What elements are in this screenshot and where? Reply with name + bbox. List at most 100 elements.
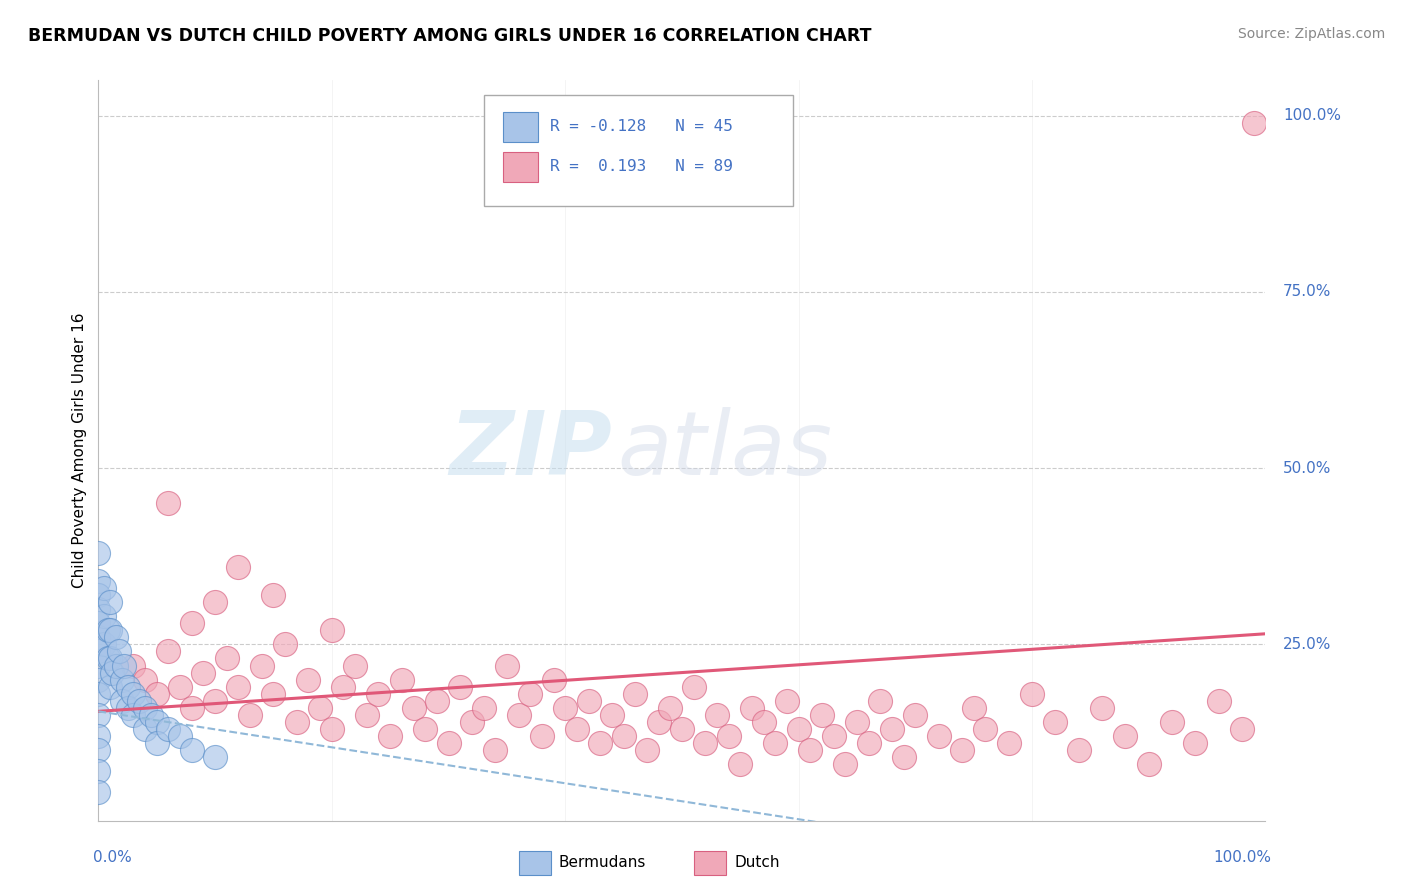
Point	[157, 496, 180, 510]
Point	[823, 729, 845, 743]
Point	[332, 680, 354, 694]
Point	[962, 701, 984, 715]
Point	[87, 616, 110, 631]
Point	[367, 687, 389, 701]
Text: 50.0%: 50.0%	[1282, 460, 1331, 475]
Point	[169, 729, 191, 743]
Point	[869, 694, 891, 708]
Point	[98, 624, 121, 638]
Point	[101, 665, 124, 680]
Point	[111, 694, 134, 708]
Text: 0.0%: 0.0%	[93, 850, 131, 865]
Point	[682, 680, 704, 694]
Point	[554, 701, 576, 715]
Point	[904, 707, 927, 722]
Text: 25.0%: 25.0%	[1282, 637, 1331, 652]
Point	[87, 546, 110, 560]
Point	[1161, 714, 1184, 729]
Point	[928, 729, 950, 743]
Point	[763, 736, 786, 750]
Point	[636, 743, 658, 757]
Point	[122, 658, 145, 673]
Point	[589, 736, 612, 750]
Point	[87, 785, 110, 799]
Point	[717, 729, 740, 743]
Point	[128, 694, 150, 708]
Text: 100.0%: 100.0%	[1282, 108, 1341, 123]
Point	[297, 673, 319, 687]
Point	[508, 707, 530, 722]
Point	[139, 707, 162, 722]
Point	[117, 680, 139, 694]
Point	[1243, 115, 1265, 129]
Point	[787, 722, 810, 736]
Point	[530, 729, 553, 743]
Point	[600, 707, 623, 722]
Point	[543, 673, 565, 687]
Point	[974, 722, 997, 736]
Point	[1208, 694, 1230, 708]
Point	[250, 658, 273, 673]
Point	[1137, 757, 1160, 772]
Point	[671, 722, 693, 736]
Point	[169, 680, 191, 694]
Point	[1067, 743, 1090, 757]
Point	[344, 658, 367, 673]
Point	[122, 707, 145, 722]
Point	[134, 673, 156, 687]
Point	[98, 595, 121, 609]
Point	[97, 624, 120, 638]
Point	[380, 729, 402, 743]
Point	[98, 651, 121, 665]
Point	[108, 644, 131, 658]
Point	[437, 736, 460, 750]
Point	[262, 588, 284, 602]
Point	[146, 714, 169, 729]
Text: Dutch: Dutch	[734, 855, 780, 871]
Point	[1045, 714, 1067, 729]
Point	[193, 665, 215, 680]
Point	[274, 637, 297, 651]
Point	[402, 701, 425, 715]
Point	[449, 680, 471, 694]
Point	[262, 687, 284, 701]
Point	[93, 581, 115, 595]
Text: atlas: atlas	[617, 408, 832, 493]
Point	[87, 729, 110, 743]
Point	[321, 722, 343, 736]
Point	[87, 673, 110, 687]
Point	[706, 707, 728, 722]
Point	[239, 707, 262, 722]
Point	[1184, 736, 1206, 750]
Point	[180, 743, 202, 757]
Point	[647, 714, 669, 729]
Point	[204, 750, 226, 764]
Point	[858, 736, 880, 750]
Point	[461, 714, 484, 729]
Point	[893, 750, 915, 764]
Point	[741, 701, 763, 715]
Point	[228, 559, 250, 574]
Point	[613, 729, 636, 743]
Point	[157, 644, 180, 658]
Point	[134, 722, 156, 736]
Point	[98, 680, 121, 694]
Text: 100.0%: 100.0%	[1213, 850, 1271, 865]
Point	[950, 743, 973, 757]
Point	[87, 588, 110, 602]
Point	[285, 714, 308, 729]
Point	[111, 673, 134, 687]
Point	[87, 630, 110, 644]
Point	[997, 736, 1019, 750]
Point	[776, 694, 799, 708]
Point	[204, 595, 226, 609]
FancyBboxPatch shape	[484, 95, 793, 206]
Point	[413, 722, 436, 736]
Point	[624, 687, 647, 701]
Point	[87, 658, 110, 673]
FancyBboxPatch shape	[693, 851, 727, 875]
Text: 75.0%: 75.0%	[1282, 285, 1331, 300]
Point	[1230, 722, 1253, 736]
Point	[104, 630, 127, 644]
Point	[228, 680, 250, 694]
